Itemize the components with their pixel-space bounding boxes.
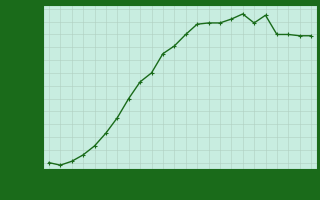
Text: Graphe pression niveau de la mer (hPa): Graphe pression niveau de la mer (hPa)	[58, 188, 262, 196]
